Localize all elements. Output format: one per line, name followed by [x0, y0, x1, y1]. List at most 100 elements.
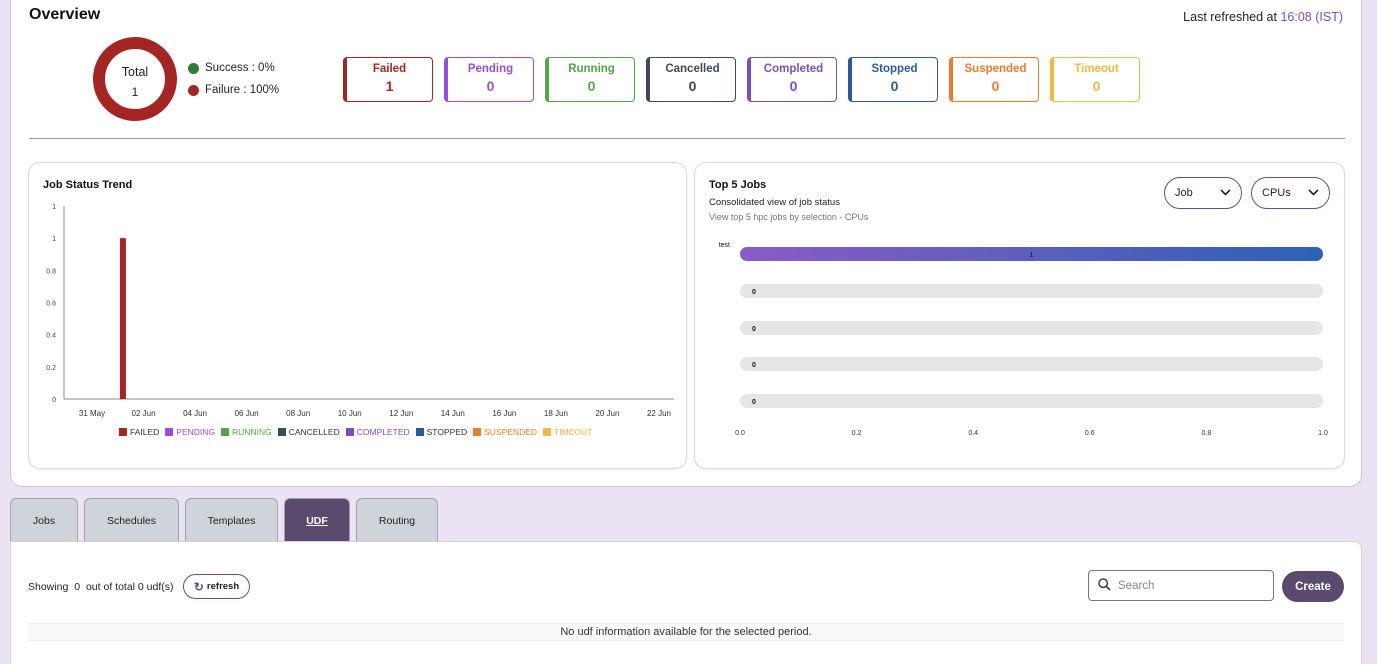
trend-x-tick: 20 Jun [595, 409, 619, 418]
legend-label: STOPPED [426, 427, 468, 437]
trend-x-tick: 31 May [79, 409, 105, 418]
top5-x-tick: 1.0 [1318, 430, 1328, 437]
status-count: 0 [587, 78, 596, 94]
status-suspended[interactable]: Suspended 0 [949, 57, 1039, 102]
tab-udf[interactable]: UDF [284, 498, 350, 542]
legend-label: RUNNING [232, 427, 272, 437]
legend-label: COMPLETED [356, 427, 410, 437]
success-dot-icon [188, 62, 199, 74]
top5-bar-track [740, 284, 1323, 298]
metric-select[interactable]: CPUs [1251, 177, 1330, 209]
status-completed[interactable]: Completed 0 [747, 57, 837, 102]
job-select-value: Job [1175, 187, 1193, 199]
trend-y-tick: 0.8 [46, 268, 56, 275]
trend-legend: FAILED PENDING RUNNING CANCELLED COMPLETED ST… [119, 427, 598, 437]
chevron-down-icon [1308, 187, 1319, 199]
donut-value: 1 [131, 85, 139, 99]
top5-bar-value: 0 [752, 399, 756, 406]
overview-divider [29, 138, 1345, 139]
showing-prefix: Showing [28, 581, 69, 593]
showing-suffix: out of total 0 udf(s) [85, 581, 174, 593]
trend-bar-failed [119, 238, 126, 399]
status-pending[interactable]: Pending 0 [444, 57, 534, 102]
status-name: Failed [372, 63, 407, 75]
top5-bar-value: 1 [1030, 252, 1034, 259]
trend-x-tick: 22 Jun [647, 409, 671, 418]
trend-legend-item[interactable]: STOPPED [415, 427, 468, 437]
main-tabs: Jobs Schedules Templates UDF Routing [10, 498, 444, 542]
trend-legend-item[interactable]: CANCELLED [277, 427, 340, 437]
legend-failure-label: Failure : 100% [205, 84, 280, 96]
legend-label: SUSPENDED [484, 427, 538, 437]
create-button[interactable]: Create [1282, 571, 1344, 602]
top5-title: Top 5 Jobs [709, 179, 767, 191]
legend-swatch-icon [221, 428, 230, 436]
search-input[interactable] [1118, 579, 1268, 592]
status-name: Timeout [1074, 63, 1119, 75]
status-name: Completed [763, 63, 824, 75]
status-count: 0 [991, 78, 1000, 94]
trend-x-tick: 04 Jun [183, 409, 207, 418]
last-refreshed-label: Last refreshed at [1183, 10, 1277, 24]
status-cancelled[interactable]: Cancelled 0 [646, 57, 736, 102]
status-running[interactable]: Running 0 [545, 57, 635, 102]
last-refreshed: Last refreshed at 16:08 (IST) [1183, 10, 1343, 24]
trend-y-tick: 1 [52, 236, 56, 243]
metric-select-value: CPUs [1262, 187, 1291, 199]
trend-legend-item[interactable]: FAILED [119, 427, 159, 437]
refresh-icon: ↻ [193, 579, 204, 594]
chevron-down-icon [1220, 187, 1231, 199]
udf-card: Showing 0 out of total 0 udf(s) ↻ refres… [10, 541, 1362, 664]
search-icon [1098, 577, 1111, 594]
tab-templates[interactable]: Templates [185, 498, 278, 542]
status-count: 0 [486, 78, 495, 94]
top5-subtitle-selection: View top 5 hpc jobs by selection - CPUs [709, 212, 869, 222]
trend-x-tick: 10 Jun [338, 409, 362, 418]
top5-x-tick: 0.0 [735, 430, 745, 437]
trend-title: Job Status Trend [43, 179, 133, 191]
trend-legend-item[interactable]: TIMEOUT [543, 427, 592, 437]
tab-routing[interactable]: Routing [356, 498, 438, 542]
job-status-trend-panel: Job Status Trend 0 0.2 0.4 0.6 0.8 1 1 31 May 02… [28, 162, 687, 469]
showing-count: 0 [74, 581, 81, 593]
legend-swatch-icon [473, 428, 482, 436]
status-failed[interactable]: Failed 1 [343, 57, 433, 102]
trend-y-tick: 0.6 [46, 301, 56, 308]
status-name: Pending [467, 63, 514, 75]
trend-x-tick: 08 Jun [286, 409, 310, 418]
top5-bar[interactable] [740, 247, 1323, 261]
top5-x-tick: 0.2 [852, 430, 862, 437]
top5-subtitle: Consolidated view of job status [709, 197, 840, 208]
top5-bar-track [740, 321, 1323, 335]
empty-message: No udf information available for the sel… [28, 623, 1344, 641]
top5-bar-value: 0 [752, 362, 756, 369]
legend-label: PENDING [176, 427, 216, 437]
top5-chart: 1 test 0 0 0 0 0.0 0.2 0.4 0.6 0.8 1.0 [719, 242, 1328, 437]
refresh-button[interactable]: ↻ refresh [183, 574, 250, 599]
legend-swatch-icon [119, 428, 127, 436]
job-select[interactable]: Job [1164, 177, 1242, 209]
tab-jobs[interactable]: Jobs [10, 498, 78, 542]
status-boxes: Failed 1 Pending 0 Running 0 Cancelled 0… [343, 57, 1151, 102]
tab-schedules[interactable]: Schedules [84, 498, 179, 542]
legend-swatch-icon [543, 428, 552, 436]
status-timeout[interactable]: Timeout 0 [1050, 57, 1140, 102]
trend-legend-item[interactable]: RUNNING [221, 427, 272, 437]
legend-label: FAILED [130, 427, 160, 437]
trend-legend-item[interactable]: SUSPENDED [473, 427, 537, 437]
legend-swatch-icon [345, 428, 354, 436]
legend-swatch-icon [165, 428, 174, 436]
top5-x-tick: 0.4 [968, 430, 978, 437]
legend-label: TIMEOUT [554, 427, 593, 437]
top5-bar-value: 0 [752, 326, 756, 333]
trend-legend-item[interactable]: COMPLETED [345, 427, 410, 437]
trend-x-tick: 18 Jun [544, 409, 568, 418]
search-box[interactable] [1088, 570, 1274, 601]
legend-swatch-icon [415, 428, 424, 436]
legend-success: Success : 0% [188, 62, 275, 74]
top5-category-label: test [719, 242, 730, 249]
total-donut: Total 1 [93, 37, 177, 121]
top5-x-tick: 0.8 [1202, 430, 1212, 437]
status-stopped[interactable]: Stopped 0 [848, 57, 938, 102]
trend-legend-item[interactable]: PENDING [165, 427, 215, 437]
